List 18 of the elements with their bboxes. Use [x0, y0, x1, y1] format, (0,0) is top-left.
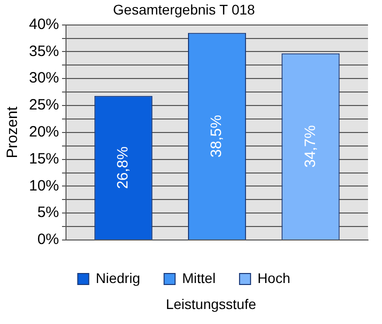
y-tick-label: 30% — [28, 70, 60, 87]
y-tick-label: 15% — [28, 150, 60, 168]
data-label: 34,7% — [302, 125, 319, 168]
y-axis-title: Prozent — [4, 106, 22, 158]
legend-label: Niedrig — [96, 270, 140, 286]
legend-label: Hoch — [258, 270, 290, 286]
y-tick-label: 20% — [28, 124, 60, 141]
y-tick-label: 5% — [37, 204, 60, 222]
y-tick-label: 10% — [28, 177, 60, 194]
y-tick-label: 25% — [28, 96, 60, 114]
y-tick-label: 40% — [28, 16, 60, 33]
chart-title: Gesamtergebnis T 018 — [113, 1, 256, 18]
data-label: 38,5% — [208, 114, 226, 158]
y-tick-label: 0% — [37, 231, 60, 248]
legend-label: Mittel — [182, 270, 216, 286]
x-axis-title: Leistungsstufe — [164, 296, 258, 312]
y-tick-label: 35% — [28, 42, 60, 60]
data-label: 26,8% — [114, 146, 132, 189]
